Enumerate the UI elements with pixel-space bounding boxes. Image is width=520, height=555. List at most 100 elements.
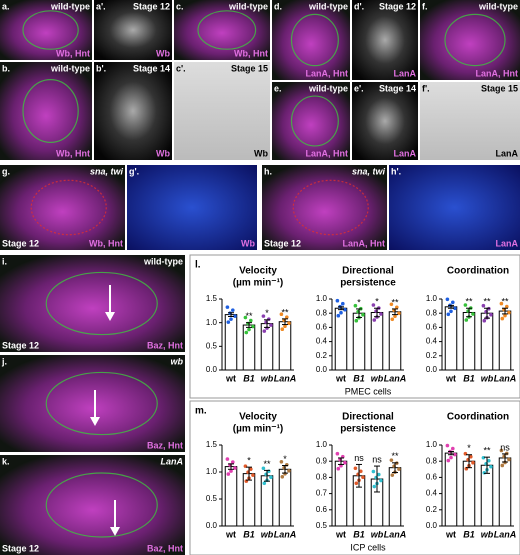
- x-tick-label: wb: [371, 373, 384, 383]
- point: [251, 324, 255, 329]
- point: [262, 481, 267, 486]
- panel-label: h'.: [391, 166, 401, 176]
- point: [283, 324, 287, 329]
- panel-title: Stage 12: [133, 1, 170, 11]
- panel-title: wild-type: [308, 83, 348, 93]
- y-tick-label: 1.0: [206, 467, 218, 476]
- significance: **: [465, 297, 473, 307]
- tissue-outline: [292, 179, 369, 236]
- point: [243, 315, 248, 320]
- x-tick-label: wt: [445, 373, 456, 383]
- micrograph: [420, 0, 520, 80]
- tissue-outline: [290, 13, 339, 67]
- stain-label: LanA: [394, 148, 417, 158]
- x-tick-label: B1: [463, 529, 475, 539]
- y-tick-label: 0.5: [206, 494, 218, 503]
- panel-title: wild-type: [308, 1, 348, 11]
- point: [445, 443, 450, 448]
- x-tick-label: wt: [335, 529, 346, 539]
- arrow-head: [105, 312, 115, 321]
- bar: [444, 306, 458, 371]
- panel-title: Stage 14: [133, 63, 170, 73]
- point: [371, 303, 376, 307]
- x-tick-label: B1: [353, 373, 365, 383]
- panel-label: d'.: [354, 1, 364, 11]
- micrograph: [0, 0, 92, 60]
- significance: **: [263, 459, 271, 469]
- point: [279, 312, 284, 317]
- point: [471, 312, 475, 316]
- point: [359, 469, 363, 474]
- point: [353, 303, 358, 308]
- point: [361, 312, 365, 317]
- point: [354, 318, 359, 323]
- y-tick-label: 0.5: [206, 341, 218, 350]
- point: [335, 451, 340, 456]
- significance: ns: [500, 442, 510, 452]
- bar: [334, 307, 348, 371]
- point: [446, 458, 451, 463]
- point: [482, 318, 487, 323]
- micrograph: [0, 255, 185, 352]
- chart-subtitle: persistence: [340, 424, 396, 435]
- micrograph: [127, 165, 257, 250]
- panel-title: sna, twi: [352, 166, 386, 176]
- point: [287, 321, 291, 326]
- stain-label: Wb: [254, 148, 268, 158]
- y-tick-label: 0.6: [426, 473, 438, 482]
- panel-label: l.: [195, 260, 201, 271]
- panel-label: c'.: [176, 63, 186, 73]
- micrograph: [389, 165, 520, 250]
- micrograph: [352, 0, 418, 80]
- x-tick-label: wb: [261, 373, 274, 383]
- panel-title: wild-type: [478, 1, 518, 11]
- point: [233, 314, 237, 318]
- panel-frame: [189, 254, 520, 399]
- chart-subtitle: (µm min⁻¹): [233, 424, 283, 435]
- y-tick-label: 0.8: [426, 308, 438, 317]
- point: [500, 463, 505, 468]
- x-tick-label: wt: [225, 373, 236, 383]
- micrograph: [94, 0, 172, 60]
- y-tick-label: 0.8: [426, 456, 438, 465]
- significance: *: [375, 297, 379, 307]
- significance: *: [467, 443, 471, 453]
- panel-label: f.: [422, 1, 428, 11]
- point: [449, 309, 453, 314]
- panel-title: wild-type: [50, 1, 90, 11]
- point: [229, 317, 233, 321]
- y-tick-label: 0.2: [316, 351, 328, 360]
- significance: **: [281, 307, 289, 317]
- x-tick-label: B1: [353, 529, 365, 539]
- point: [336, 466, 341, 471]
- point: [247, 327, 251, 332]
- micrograph: [94, 62, 172, 160]
- x-tick-label: LanA: [494, 529, 517, 539]
- x-tick-label: wb: [371, 529, 384, 539]
- point: [231, 460, 235, 464]
- point: [482, 470, 487, 475]
- y-tick-label: 1.0: [206, 318, 218, 327]
- stain-label: Baz, Hnt: [147, 340, 183, 350]
- micrograph: [262, 165, 387, 250]
- chart-title: Coordination: [447, 412, 509, 423]
- significance: ns: [354, 453, 364, 463]
- point: [499, 448, 504, 453]
- point: [446, 312, 451, 317]
- stain-label: LanA: [394, 68, 417, 78]
- x-tick-label: wt: [225, 529, 236, 539]
- arrow-head: [110, 527, 120, 536]
- y-tick-label: 0.0: [316, 365, 328, 374]
- significance: **: [245, 311, 253, 321]
- micrograph: [174, 0, 270, 60]
- point: [371, 469, 376, 474]
- tissue-outline: [45, 371, 158, 436]
- point: [361, 475, 365, 480]
- micrograph: [272, 82, 350, 160]
- x-tick-label: LanA: [494, 373, 517, 383]
- y-tick-label: 0.0: [206, 365, 218, 374]
- x-tick-label: wb: [481, 529, 494, 539]
- panel-title: wb: [171, 356, 184, 366]
- x-axis-label: PMEC cells: [345, 386, 392, 396]
